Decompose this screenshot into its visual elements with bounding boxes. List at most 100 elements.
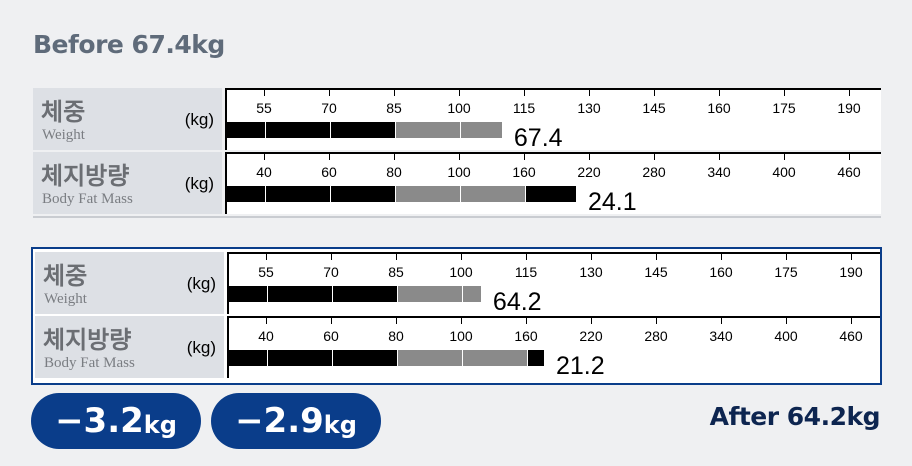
tick-mark (656, 254, 657, 260)
bar-segment (396, 186, 460, 202)
bar-segment (331, 122, 395, 138)
metric-value: 67.4 (513, 124, 563, 152)
tick-label: 130 (579, 264, 603, 280)
metric-row: 체지방량 Body Fat Mass (kg) 40 60 80 100 160… (33, 152, 881, 216)
tick-label: 340 (709, 328, 733, 344)
tick-mark (721, 254, 722, 260)
bar-segment (463, 286, 481, 302)
bar-segment (396, 122, 460, 138)
bar-segment (266, 186, 330, 202)
tick-mark (264, 90, 265, 96)
tick-label: 400 (772, 164, 796, 180)
bar-chart: 40 60 80 100 160 220 280 340 400 460 21.2 (227, 316, 880, 380)
tick-label: 80 (386, 164, 402, 180)
metric-row: 체중 Weight (kg) 55 70 85 100 115 130 145 … (33, 88, 881, 152)
metric-name-ko: 체지방량 (41, 162, 130, 190)
tick-label: 175 (774, 264, 798, 280)
metric-name-ko: 체지방량 (43, 326, 132, 354)
tick-mark (656, 318, 657, 324)
tick-mark (849, 90, 850, 96)
change-unit: kg (323, 411, 357, 439)
tick-mark (461, 254, 462, 260)
before-title: Before 67.4kg (33, 30, 225, 59)
bar-segment (333, 286, 397, 302)
tick-mark (394, 90, 395, 96)
bar-segment (398, 286, 462, 302)
tick-label: 190 (837, 100, 861, 116)
tick-mark (526, 318, 527, 324)
bar-segment (461, 186, 525, 202)
bar-segment (463, 350, 527, 366)
tick-mark (459, 90, 460, 96)
bar-segment (331, 186, 395, 202)
bar-segment (398, 350, 462, 366)
metric-name-en: Weight (44, 291, 87, 307)
tick-label: 460 (837, 164, 861, 180)
tick-label: 145 (644, 264, 668, 280)
tick-label: 160 (514, 328, 538, 344)
tick-mark (266, 254, 267, 260)
metric-row: 체중 Weight (kg) 55 70 85 100 115 130 145 … (35, 252, 880, 316)
metric-label: 체중 Weight (kg) (33, 88, 222, 150)
tick-mark (721, 318, 722, 324)
tick-label: 160 (709, 264, 733, 280)
metric-label: 체지방량 Body Fat Mass (kg) (35, 316, 224, 378)
tick-label: 55 (256, 100, 272, 116)
tick-mark (849, 154, 850, 160)
tick-mark (719, 90, 720, 96)
tick-mark (396, 254, 397, 260)
bar-segment (227, 122, 265, 138)
tick-label: 160 (512, 164, 536, 180)
bar-segment (333, 350, 397, 366)
tick-mark (589, 154, 590, 160)
tick-mark (851, 318, 852, 324)
bar-segment (266, 122, 330, 138)
tick-mark (654, 154, 655, 160)
tick-mark (329, 90, 330, 96)
metric-label: 체지방량 Body Fat Mass (kg) (33, 152, 222, 214)
tick-label: 40 (256, 164, 272, 180)
metric-unit: (kg) (186, 274, 216, 293)
metric-unit: (kg) (184, 110, 214, 129)
tick-mark (591, 318, 592, 324)
tick-label: 40 (258, 328, 274, 344)
tick-mark (331, 318, 332, 324)
metric-row: 체지방량 Body Fat Mass (kg) 40 60 80 100 160… (35, 316, 880, 380)
metric-name-ko: 체중 (41, 98, 86, 126)
tick-label: 160 (707, 100, 731, 116)
tick-label: 100 (447, 164, 471, 180)
before-block: 체중 Weight (kg) 55 70 85 100 115 130 145 … (33, 88, 881, 218)
tick-mark (524, 154, 525, 160)
tick-mark (719, 154, 720, 160)
bar-chart: 55 70 85 100 115 130 145 160 175 190 64.2 (227, 252, 880, 316)
tick-label: 70 (323, 264, 339, 280)
tick-mark (851, 254, 852, 260)
metric-value: 64.2 (492, 288, 542, 316)
tick-label: 100 (449, 264, 473, 280)
tick-mark (526, 254, 527, 260)
tick-mark (786, 318, 787, 324)
tick-label: 60 (323, 328, 339, 344)
bar-segment (229, 350, 267, 366)
metric-name-en: Body Fat Mass (44, 355, 135, 371)
metric-unit: (kg) (184, 174, 214, 193)
tick-label: 145 (642, 100, 666, 116)
bar-segment (461, 122, 502, 138)
metric-label: 체중 Weight (kg) (35, 252, 224, 314)
bar-chart: 40 60 80 100 160 220 280 340 400 460 24.1 (225, 152, 881, 216)
tick-label: 115 (514, 264, 538, 280)
tick-mark (524, 90, 525, 96)
tick-mark (461, 318, 462, 324)
tick-label: 130 (577, 100, 601, 116)
tick-mark (589, 90, 590, 96)
tick-label: 175 (772, 100, 796, 116)
tick-mark (329, 154, 330, 160)
change-badge: −2.9 kg (211, 393, 381, 449)
tick-mark (784, 90, 785, 96)
tick-mark (459, 154, 460, 160)
metric-name-ko: 체중 (43, 262, 88, 290)
tick-mark (591, 254, 592, 260)
tick-label: 85 (386, 100, 402, 116)
change-badge: −3.2 kg (31, 393, 201, 449)
change-badges: −3.2 kg −2.9 kg (31, 393, 381, 449)
